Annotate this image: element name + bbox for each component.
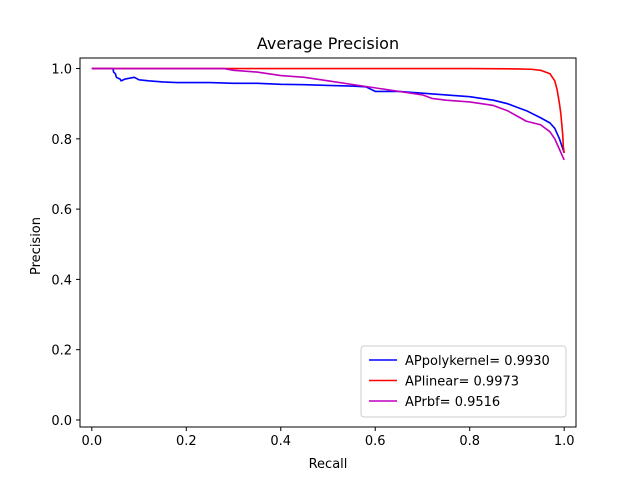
series-line-2 xyxy=(91,67,565,161)
x-axis-label: Recall xyxy=(309,457,348,472)
y-tick-label-4: 0.8 xyxy=(51,133,72,148)
legend-label-1: APlinear= 0.9973 xyxy=(405,375,519,390)
x-tick-label-1: 0.2 xyxy=(176,434,197,449)
x-tick-label-5: 1.0 xyxy=(554,434,575,449)
series-line-1 xyxy=(91,67,565,153)
plot-area xyxy=(91,67,565,161)
y-tick-label-5: 1.0 xyxy=(51,63,72,78)
axes: 0.0 0.2 0.4 0.6 0.8 1.0 0.0 0.2 0.4 0.6 0.8 1.0 xyxy=(51,57,577,449)
legend-box xyxy=(360,345,567,418)
x-tick-label-2: 0.4 xyxy=(270,434,291,449)
axes-frame xyxy=(79,57,577,428)
series-line-0 xyxy=(91,67,565,154)
y-tick-label-0: 0.0 xyxy=(51,414,72,429)
y-tick-label-1: 0.2 xyxy=(51,344,72,359)
legend-label-0: APpolykernel= 0.9930 xyxy=(405,354,550,369)
chart-title: Average Precision xyxy=(257,34,399,53)
legend-label-2: APrbf= 0.9516 xyxy=(405,395,500,410)
y-axis-label: Precision xyxy=(29,217,44,275)
x-tick-label-4: 0.8 xyxy=(459,434,480,449)
y-tick-label-3: 0.6 xyxy=(51,203,72,218)
x-tick-label-0: 0.0 xyxy=(81,434,102,449)
y-tick-label-2: 0.4 xyxy=(51,273,72,288)
legend: APpolykernel= 0.9930 APlinear= 0.9973 APrb… xyxy=(360,345,567,418)
x-tick-label-3: 0.6 xyxy=(365,434,386,449)
